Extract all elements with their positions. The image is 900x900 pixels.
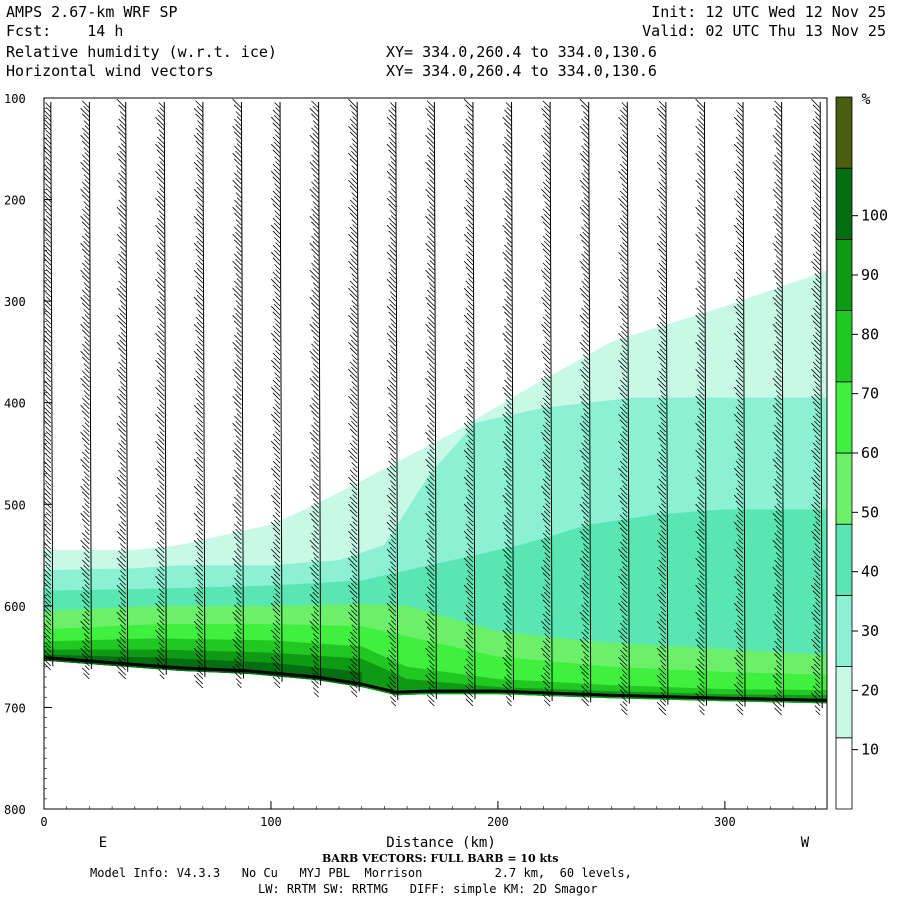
x-axis-right-end-label: W [801, 835, 810, 851]
x-tick-label: 100 [260, 815, 282, 829]
chart-subtitle: Horizontal wind vectors [6, 62, 214, 80]
x-tick-label: 0 [40, 815, 47, 829]
wind-barb-column [541, 100, 553, 707]
wind-barb-column [733, 101, 746, 716]
y-tick-label: 800 [4, 803, 26, 817]
x-tick-label: 200 [487, 815, 509, 829]
colorbar-tick-label: 20 [861, 681, 879, 699]
colorbar-tick-label: 10 [861, 741, 879, 759]
y-tick-label: 200 [4, 194, 26, 208]
wind-barb-column [772, 100, 785, 716]
colorbar: 10 20 30 40 50 60 70 80 90 100 [835, 96, 888, 810]
wind-barb-column [695, 98, 707, 716]
header-model-name: AMPS 2.67-km WRF SP [6, 3, 178, 21]
y-tick-label: 400 [4, 397, 26, 411]
wind-barb-column [579, 98, 592, 707]
y-tick-label: 300 [4, 295, 26, 309]
x-tick-label: 300 [714, 815, 736, 829]
colorbar-bin [835, 523, 853, 596]
wind-barb-column [463, 98, 476, 707]
wind-barb-column [232, 98, 244, 689]
y-tick-label: 600 [4, 600, 26, 614]
colorbar-bin [835, 595, 853, 668]
colorbar-tick-label: 30 [861, 622, 879, 640]
colorbar-bin [835, 310, 853, 383]
header-cross-section-xy-1: XY= 334.0,260.4 to 334.0,130.6 [386, 43, 657, 61]
wind-barb-column [44, 101, 54, 671]
y-tick-label: 100 [4, 92, 26, 106]
colorbar-unit: % [861, 90, 870, 108]
colorbar-bin [835, 238, 853, 311]
colorbar-tick-label: 90 [861, 266, 879, 284]
header-cross-section-xy-2: XY= 334.0,260.4 to 334.0,130.6 [386, 62, 657, 80]
colorbar-bin [835, 96, 853, 169]
header-init-time: Init: 12 UTC Wed 12 Nov 25 [651, 3, 886, 21]
x-axis-label: Distance (km) [386, 835, 496, 851]
colorbar-tick-label: 60 [861, 444, 879, 462]
chart-title: Relative humidity (w.r.t. ice) [6, 43, 277, 61]
wind-barb-column [155, 101, 167, 680]
wind-barb-column [656, 100, 669, 716]
y-tick-label: 700 [4, 701, 26, 715]
colorbar-bin [835, 381, 853, 454]
x-axis-left-end-label: E [99, 835, 107, 851]
wind-barb-column [270, 101, 283, 689]
wind-barb-column [348, 98, 360, 698]
colorbar-tick-label: 100 [861, 207, 888, 225]
physics-info: LW: RRTM SW: RRTMG DIFF: simple KM: 2D S… [258, 882, 598, 896]
colorbar-tick-label: 50 [861, 503, 879, 521]
header-valid-time: Valid: 02 UTC Thu 13 Nov 25 [642, 22, 886, 40]
wind-barb-column [811, 98, 823, 716]
wind-barb-column [502, 101, 515, 707]
terrain-line [43, 656, 828, 702]
colorbar-bin [835, 737, 853, 810]
y-tick-label: 500 [4, 498, 26, 512]
wind-barb-column [116, 98, 129, 680]
colorbar-bin [835, 167, 853, 240]
wind-barb-column [80, 100, 92, 680]
wind-barb-column [309, 100, 322, 698]
colorbar-bin [835, 452, 853, 525]
colorbar-tick-label: 70 [861, 385, 879, 403]
x-axis: 0 100 200 300 [40, 801, 816, 829]
header-forecast-hour: Fcst: 14 h [6, 22, 124, 40]
wind-barb-column [425, 100, 437, 707]
colorbar-bin [835, 666, 853, 739]
colorbar-tick-label: 40 [861, 563, 879, 581]
wind-barbs [44, 98, 823, 716]
y-axis: 100 200 300 400 500 600 700 800 [4, 92, 52, 817]
colorbar-tick-label: 80 [861, 325, 879, 343]
wind-barb-column [193, 100, 206, 689]
wind-barb-column [386, 101, 399, 707]
barb-vector-note: BARB VECTORS: FULL BARB = 10 kts [322, 852, 559, 865]
model-info: Model Info: V4.3.3 No Cu MYJ PBL Morriso… [90, 866, 632, 880]
wind-barb-column [618, 101, 630, 716]
